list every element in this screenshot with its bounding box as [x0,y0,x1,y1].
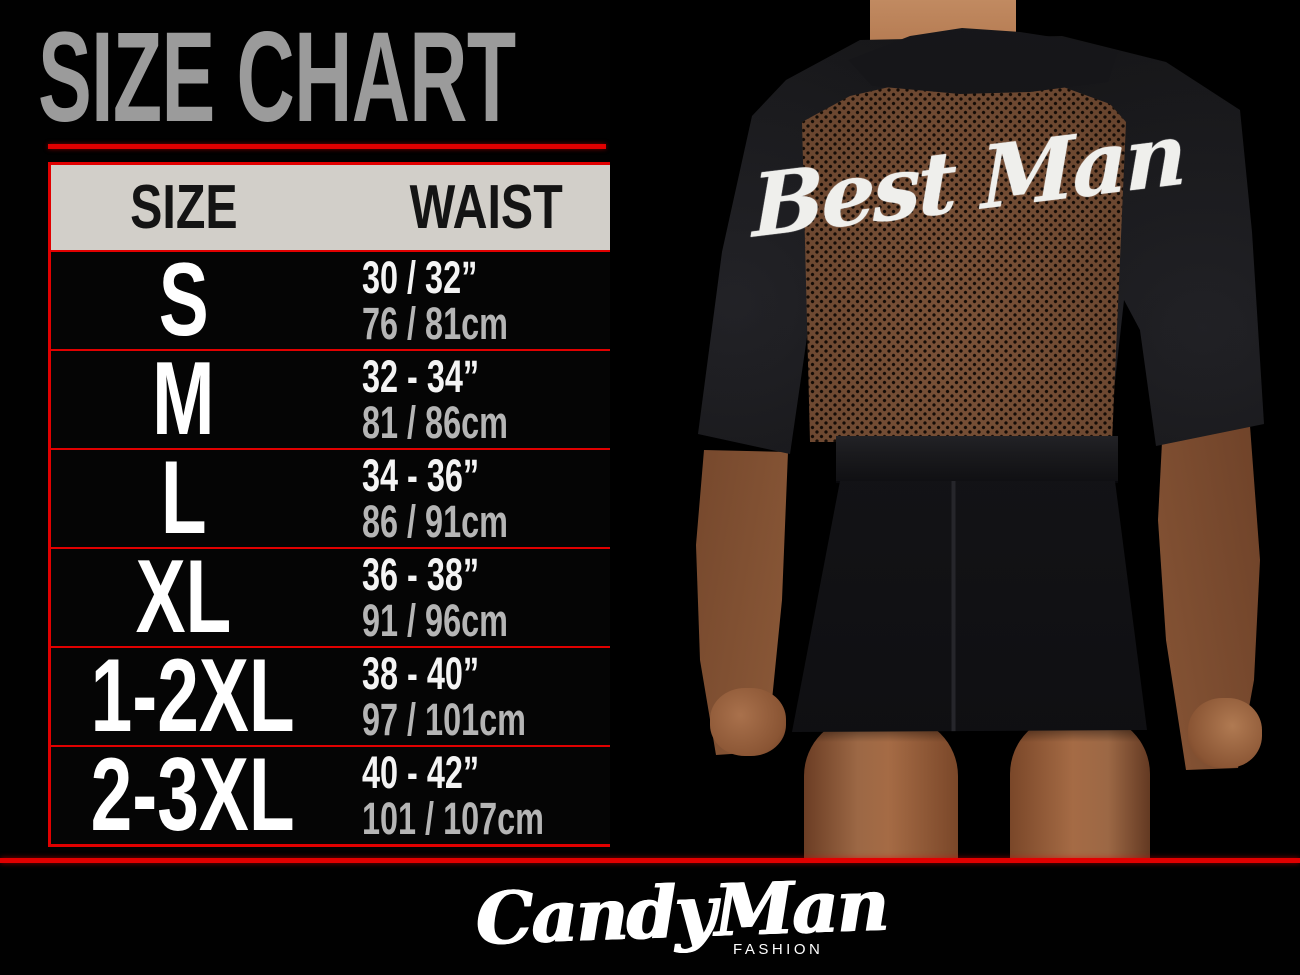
column-header-waist: WAIST [409,172,563,242]
waist-inches: 34 - 36” [362,449,480,501]
size-value: 2-3XL [90,737,295,853]
waist-inches: 38 - 40” [362,647,480,699]
waist-inches: 32 - 34” [362,350,480,402]
waist-cm: 101 / 107cm [362,792,544,844]
size-chart-table: SIZE WAIST S 30 / 32” 76 / 81cm M 32 - 3… [48,162,616,847]
waist-cm: 76 / 81cm [362,297,508,349]
size-value: L [160,440,207,556]
waist-cm: 91 / 96cm [362,594,508,646]
size-value: M [152,341,215,457]
waist-inches: 40 - 42” [362,746,480,798]
waist-inches: 30 / 32” [362,251,478,303]
waist-cm: 86 / 91cm [362,495,508,547]
product-photo: Best Man [610,0,1300,861]
mesh-back-panel [802,76,1126,442]
table-row: L 34 - 36” 86 / 91cm [51,440,613,556]
model-right-hand [1188,698,1262,768]
size-value: XL [135,539,232,655]
table-header-row: SIZE WAIST [51,165,613,250]
size-value: S [158,242,209,358]
footer-divider [0,858,1300,863]
waist-cm: 81 / 86cm [362,396,508,448]
robe-belt [836,436,1118,483]
title-underline [48,144,606,149]
size-value: 1-2XL [90,638,295,754]
waist-inches: 36 - 38” [362,548,480,600]
table-row: 1-2XL 38 - 40” 97 / 101cm [51,638,613,754]
table-row: S 30 / 32” 76 / 81cm [51,242,613,358]
robe-skirt [792,481,1147,732]
table-row: 2-3XL 40 - 42” 101 / 107cm [51,737,613,853]
table-row: M 32 - 34” 81 / 86cm [51,341,613,457]
model-left-hand [710,688,786,756]
brand-logo: CandyMan [474,861,889,962]
waist-cm: 97 / 101cm [362,693,526,745]
page-title: SIZE CHART [38,6,516,149]
brand-subtitle: FASHION [733,941,824,958]
table-row: XL 36 - 38” 91 / 96cm [51,539,613,655]
column-header-size: SIZE [129,172,238,242]
